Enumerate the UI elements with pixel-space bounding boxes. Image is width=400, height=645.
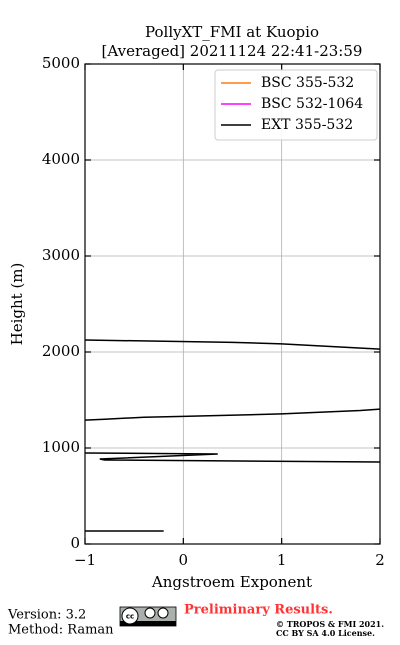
x-axis-label: Angstroem Exponent	[151, 573, 312, 591]
x-tick-label: −1	[74, 551, 96, 569]
y-tick-label: 3000	[42, 246, 80, 264]
y-tick-label: 1000	[42, 438, 80, 456]
y-tick-label: 0	[70, 534, 80, 552]
legend-box	[214, 69, 378, 141]
chart-title: PollyXT_FMI at Kuopio	[145, 23, 319, 41]
y-tick-label: 4000	[42, 150, 80, 168]
y-axis-label: Height (m)	[8, 263, 26, 346]
data-line	[84, 452, 381, 463]
legend-label: BSC 532-1064	[261, 96, 363, 112]
preliminary-note: Preliminary Results.	[184, 603, 333, 618]
copyright: © TROPOS & FMI 2021.	[276, 619, 384, 629]
license: CC BY SA 4.0 License.	[276, 628, 375, 638]
cc-logo: cc	[119, 606, 177, 627]
y-tick-label: 2000	[42, 342, 80, 360]
version: Version: 3.2	[7, 608, 86, 623]
data-line	[84, 408, 381, 421]
x-tick-label: 1	[277, 551, 287, 569]
legend-label: BSC 355-532	[261, 75, 354, 91]
x-tick-label: 0	[179, 551, 189, 569]
legend-label: EXT 355-532	[261, 117, 353, 133]
method: Method: Raman	[8, 623, 114, 638]
svg-text:cc: cc	[126, 613, 134, 621]
plot-frame	[84, 63, 381, 545]
x-tick-label: 2	[375, 551, 385, 569]
legend: BSC 355-532 BSC 532-1064 EXT 355-532	[214, 69, 378, 141]
data-line	[84, 339, 381, 350]
y-tick-label: 5000	[42, 54, 80, 72]
chart-subtitle: [Averaged] 20211124 22:41-23:59	[102, 42, 363, 60]
